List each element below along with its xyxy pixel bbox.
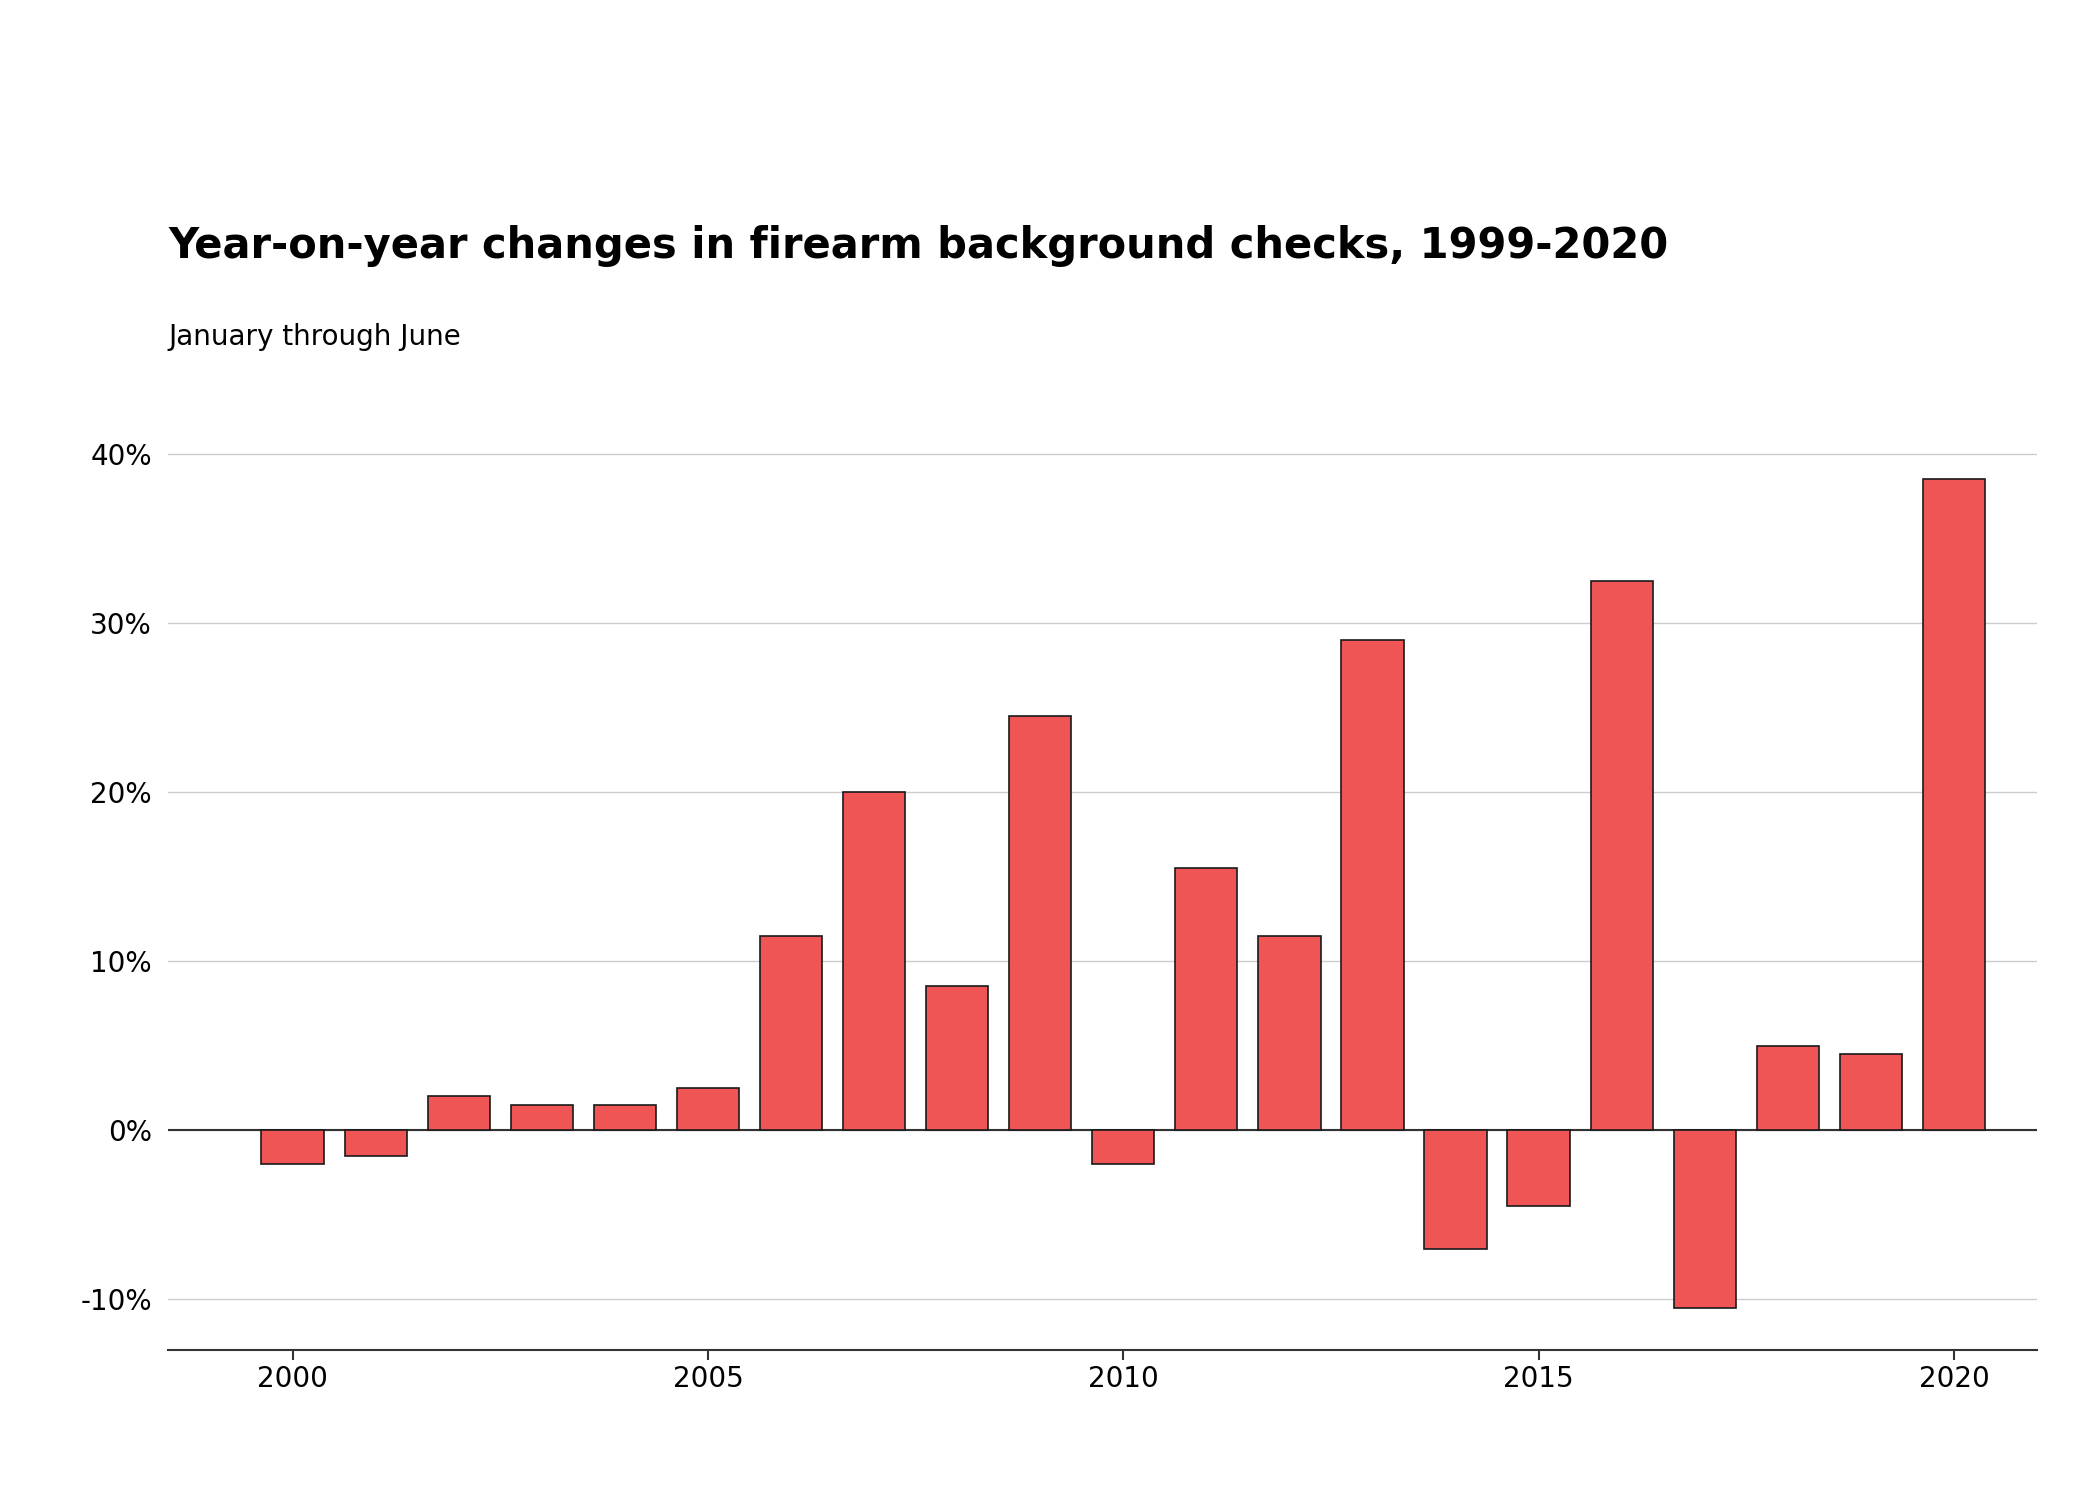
Bar <box>842 792 905 1130</box>
Text: January through June: January through June <box>168 322 460 351</box>
Bar <box>1756 1046 1819 1130</box>
Bar <box>1424 1130 1487 1248</box>
Text: Year-on-year changes in firearm background checks, 1999-2020: Year-on-year changes in firearm backgrou… <box>168 225 1667 267</box>
Bar <box>1590 580 1653 1130</box>
Bar <box>260 1130 323 1164</box>
Bar <box>1092 1130 1155 1164</box>
Bar <box>428 1096 489 1130</box>
Bar <box>594 1106 655 1130</box>
Bar <box>1258 936 1321 1130</box>
Bar <box>1840 1054 1903 1130</box>
Bar <box>1176 868 1237 1130</box>
Bar <box>1508 1130 1569 1206</box>
Bar <box>760 936 821 1130</box>
Bar <box>510 1106 573 1130</box>
Bar <box>1674 1130 1737 1308</box>
Bar <box>926 987 989 1130</box>
Bar <box>1008 716 1071 1130</box>
Bar <box>676 1088 739 1130</box>
Bar <box>1924 478 1984 1130</box>
Bar <box>1342 640 1403 1130</box>
Bar <box>344 1130 407 1155</box>
